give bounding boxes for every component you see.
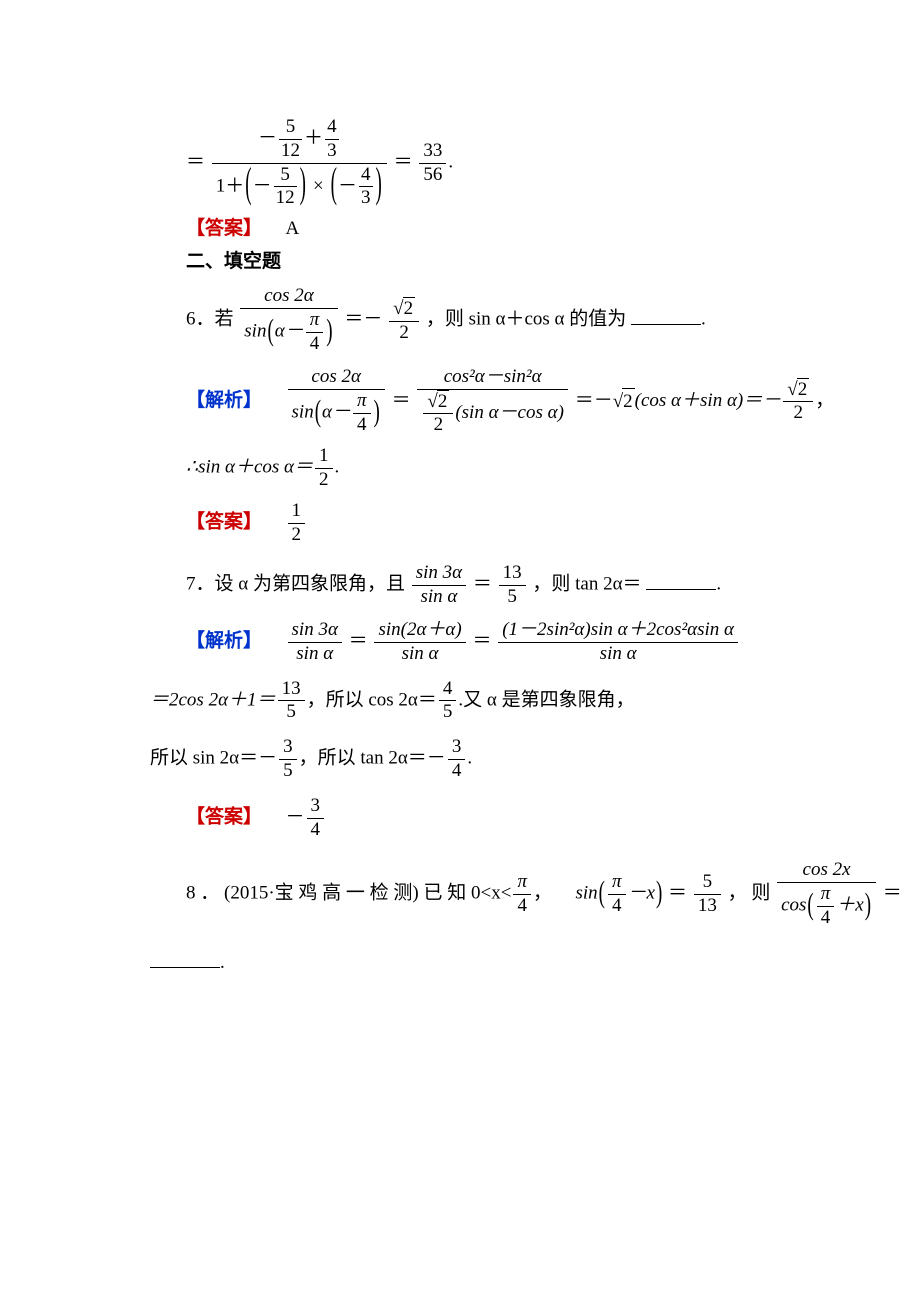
- q7-answer: 【答案】 －34: [150, 795, 770, 842]
- section-fill: 二、填空题: [150, 249, 770, 276]
- q6-therefore: ∴sin α＋cos α＝12.: [150, 445, 770, 492]
- q6-blank: [631, 305, 701, 325]
- q7-blank: [646, 570, 716, 590]
- analysis-label-7: 【解析】: [186, 631, 262, 652]
- top-eq-line: ＝ －512＋43 1＋(－512)×(－43) ＝ 3356.: [150, 116, 770, 210]
- q6-answer: 【答案】 12: [150, 500, 770, 547]
- q6-tail-text: ，则 sin α＋cos α 的值为: [426, 309, 626, 330]
- q7-analysis-3: 所以 sin 2α＝－35，所以 tan 2α＝－34.: [150, 736, 770, 783]
- top-answer: 【答案】 A: [150, 216, 770, 243]
- answer-label: 【答案】: [186, 218, 262, 239]
- q7-analysis-2: ＝2cos 2α＋1＝135，所以 cos 2α＝45.又 α 是第四象限角，: [150, 678, 770, 725]
- analysis-label-6: 【解析】: [186, 390, 262, 411]
- top-big-fraction: －512＋43 1＋(－512)×(－43): [212, 116, 387, 210]
- q6-analysis: 【解析】 cos 2α sin(α－π4) ＝ cos²α－sin²α 22(s…: [150, 366, 770, 437]
- q8-blank-line: .: [150, 948, 770, 977]
- answer-label-7: 【答案】: [186, 806, 262, 827]
- eq-prefix: ＝: [186, 151, 205, 172]
- section-fill-title: 二、填空题: [186, 251, 281, 272]
- q7-analysis-1: 【解析】 sin 3αsin α ＝ sin(2α＋α)sin α ＝ (1－2…: [150, 619, 770, 666]
- answer-label-6: 【答案】: [186, 511, 262, 532]
- q7-stem: 7．设 α 为第四象限角，且 sin 3αsin α ＝ 135 ，则 tan …: [150, 562, 770, 609]
- top-answer-letter: A: [286, 218, 300, 239]
- q8-stem: 8 ． (2015·宝 鸡 高 一 检 测) 已 知 0<x<π4， sin(π…: [150, 859, 770, 929]
- q6-stem: 6．若 cos 2α sin(α－π4) ＝－ 22 ，则 sin α＋cos …: [150, 285, 770, 355]
- q8-blank: [150, 948, 220, 968]
- page: ＝ －512＋43 1＋(－512)×(－43) ＝ 3356. 【答案】 A …: [0, 0, 920, 1042]
